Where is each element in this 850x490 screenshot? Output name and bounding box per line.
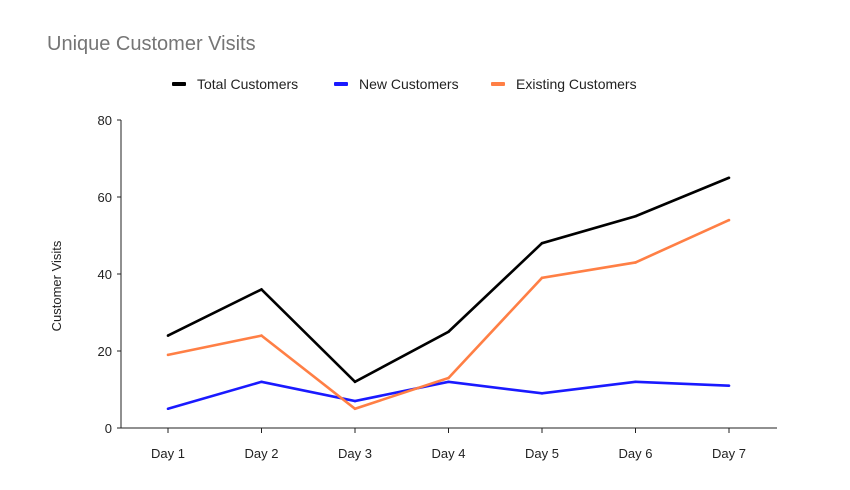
x-tick-label: Day 1 <box>151 446 185 461</box>
data-point-new-customers[interactable] <box>540 392 544 395</box>
data-point-total-customers[interactable] <box>634 214 637 218</box>
data-point-total-customers[interactable] <box>727 176 731 180</box>
data-point-new-customers[interactable] <box>353 399 357 403</box>
legend-item-new-customers[interactable]: New Customers <box>334 76 459 92</box>
data-point-new-customers[interactable] <box>166 407 170 411</box>
y-ticks: 0 20 40 60 80 <box>98 113 121 436</box>
y-tick-label: 60 <box>98 190 112 205</box>
series-lines <box>166 176 731 411</box>
legend-swatch-existing-customers <box>491 82 505 86</box>
data-point-existing-customers[interactable] <box>540 276 544 280</box>
data-point-new-customers[interactable] <box>447 380 450 384</box>
legend-item-total-customers[interactable]: Total Customers <box>172 76 298 92</box>
data-point-existing-customers[interactable] <box>727 218 731 222</box>
data-point-total-customers[interactable] <box>166 334 170 337</box>
data-point-new-customers[interactable] <box>727 384 731 387</box>
x-tick-label: Day 6 <box>619 446 653 461</box>
legend-label-new-customers: New Customers <box>359 76 459 92</box>
legend-label-existing-customers: Existing Customers <box>516 76 637 92</box>
legend-item-existing-customers[interactable]: Existing Customers <box>491 76 637 92</box>
series-line-total-customers[interactable] <box>167 176 730 384</box>
y-axis-title: Customer Visits <box>49 240 64 331</box>
data-point-existing-customers[interactable] <box>634 261 637 264</box>
x-tick-label: Day 3 <box>338 446 372 461</box>
chart-title: Unique Customer Visits <box>47 33 256 55</box>
legend-swatch-total-customers <box>172 82 186 86</box>
series-line-new-customers[interactable] <box>167 380 730 410</box>
legend: Total Customers New Customers Existing C… <box>0 76 850 96</box>
legend-swatch-new-customers <box>334 82 348 86</box>
x-ticks: Day 1 Day 2 Day 3 Day 4 Day 5 Day 6 Day 7 <box>151 428 746 461</box>
data-point-existing-customers[interactable] <box>447 376 450 380</box>
series-line-existing-customers[interactable] <box>167 218 730 411</box>
data-point-total-customers[interactable] <box>447 330 450 334</box>
x-tick-label: Day 2 <box>245 446 279 461</box>
x-tick-label: Day 5 <box>525 446 559 461</box>
legend-label-total-customers: Total Customers <box>197 76 299 92</box>
y-tick-label: 40 <box>98 267 112 282</box>
data-point-total-customers[interactable] <box>260 288 263 291</box>
data-point-total-customers[interactable] <box>540 241 544 245</box>
data-point-existing-customers[interactable] <box>166 353 170 357</box>
y-tick-label: 20 <box>98 344 112 359</box>
data-point-existing-customers[interactable] <box>260 334 263 337</box>
data-point-new-customers[interactable] <box>260 380 263 384</box>
data-point-total-customers[interactable] <box>353 380 357 384</box>
y-tick-label: 0 <box>105 421 112 436</box>
x-tick-label: Day 7 <box>712 446 746 461</box>
y-tick-label: 80 <box>98 113 112 128</box>
x-tick-label: Day 4 <box>432 446 466 461</box>
data-point-existing-customers[interactable] <box>353 407 357 411</box>
data-point-new-customers[interactable] <box>634 380 637 384</box>
